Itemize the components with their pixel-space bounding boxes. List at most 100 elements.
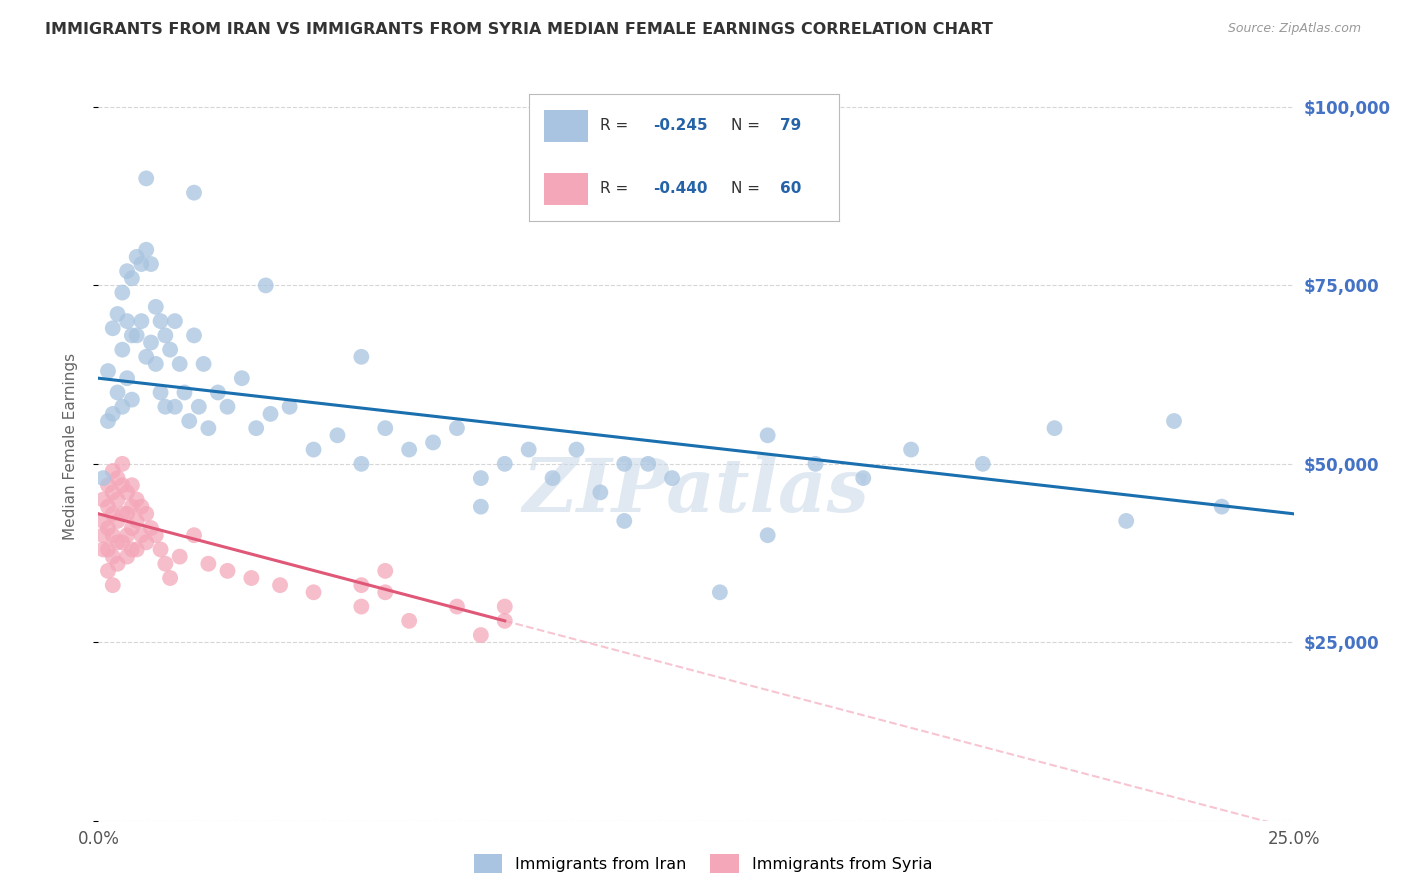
Point xyxy=(111,507,134,521)
Point xyxy=(350,599,373,614)
Point xyxy=(398,614,420,628)
Point xyxy=(709,585,731,599)
Point xyxy=(900,442,922,457)
Point xyxy=(111,457,134,471)
Point xyxy=(145,357,167,371)
Point xyxy=(494,457,516,471)
Point xyxy=(350,350,373,364)
Point xyxy=(183,186,205,200)
Point xyxy=(145,300,167,314)
Point xyxy=(131,314,153,328)
Point xyxy=(852,471,875,485)
Point xyxy=(374,421,396,435)
Point xyxy=(139,521,162,535)
Point xyxy=(446,599,468,614)
Point xyxy=(155,400,177,414)
Text: ZIPatlas: ZIPatlas xyxy=(523,455,869,527)
Point xyxy=(541,471,564,485)
Point xyxy=(494,614,516,628)
Point xyxy=(149,385,172,400)
Point xyxy=(517,442,540,457)
Point xyxy=(159,343,181,357)
Point xyxy=(398,442,420,457)
Point xyxy=(183,328,205,343)
Point xyxy=(101,485,124,500)
Point xyxy=(107,492,129,507)
Point xyxy=(121,271,143,285)
Point xyxy=(107,385,129,400)
Point xyxy=(804,457,827,471)
Point xyxy=(163,400,186,414)
Point xyxy=(121,392,143,407)
Legend: Immigrants from Iran, Immigrants from Syria: Immigrants from Iran, Immigrants from Sy… xyxy=(467,847,939,880)
Point xyxy=(111,343,134,357)
Point xyxy=(207,385,229,400)
Point xyxy=(756,428,779,442)
Point xyxy=(115,528,138,542)
Point xyxy=(107,535,129,549)
Point xyxy=(187,400,209,414)
Point xyxy=(193,357,215,371)
Point xyxy=(197,421,219,435)
Point xyxy=(637,457,659,471)
Point xyxy=(613,514,636,528)
Point xyxy=(1115,514,1137,528)
Point xyxy=(91,492,114,507)
Point xyxy=(91,471,114,485)
Point xyxy=(97,478,120,492)
Point xyxy=(135,171,157,186)
Point xyxy=(101,578,124,592)
Point xyxy=(197,557,219,571)
Point xyxy=(115,507,138,521)
Point xyxy=(97,542,120,557)
Point xyxy=(470,628,492,642)
Point xyxy=(101,528,124,542)
Point xyxy=(97,364,120,378)
Point xyxy=(145,528,167,542)
Point xyxy=(111,400,134,414)
Point xyxy=(97,564,120,578)
Point xyxy=(125,492,148,507)
Point xyxy=(101,407,124,421)
Point xyxy=(446,421,468,435)
Point xyxy=(131,500,153,514)
Point xyxy=(155,557,177,571)
Point xyxy=(101,321,124,335)
Point xyxy=(107,471,129,485)
Point xyxy=(326,428,349,442)
Point xyxy=(149,314,172,328)
Point xyxy=(269,578,291,592)
Point xyxy=(217,564,239,578)
Point xyxy=(231,371,253,385)
Point xyxy=(115,549,138,564)
Point xyxy=(302,585,325,599)
Point xyxy=(159,571,181,585)
Point xyxy=(107,557,129,571)
Point xyxy=(149,542,172,557)
Point xyxy=(589,485,612,500)
Point xyxy=(173,385,195,400)
Point xyxy=(240,571,263,585)
Point xyxy=(135,350,157,364)
Point xyxy=(183,528,205,542)
Point xyxy=(374,585,396,599)
Point xyxy=(163,314,186,328)
Point xyxy=(565,442,588,457)
Point xyxy=(97,500,120,514)
Point xyxy=(302,442,325,457)
Point xyxy=(135,535,157,549)
Point xyxy=(179,414,201,428)
Point xyxy=(139,335,162,350)
Point xyxy=(121,521,143,535)
Point xyxy=(125,328,148,343)
Point xyxy=(107,307,129,321)
Point xyxy=(97,414,120,428)
Point xyxy=(121,500,143,514)
Point xyxy=(350,457,373,471)
Point xyxy=(131,528,153,542)
Point xyxy=(756,528,779,542)
Point xyxy=(115,264,138,278)
Point xyxy=(101,507,124,521)
Point xyxy=(91,514,114,528)
Point xyxy=(350,578,373,592)
